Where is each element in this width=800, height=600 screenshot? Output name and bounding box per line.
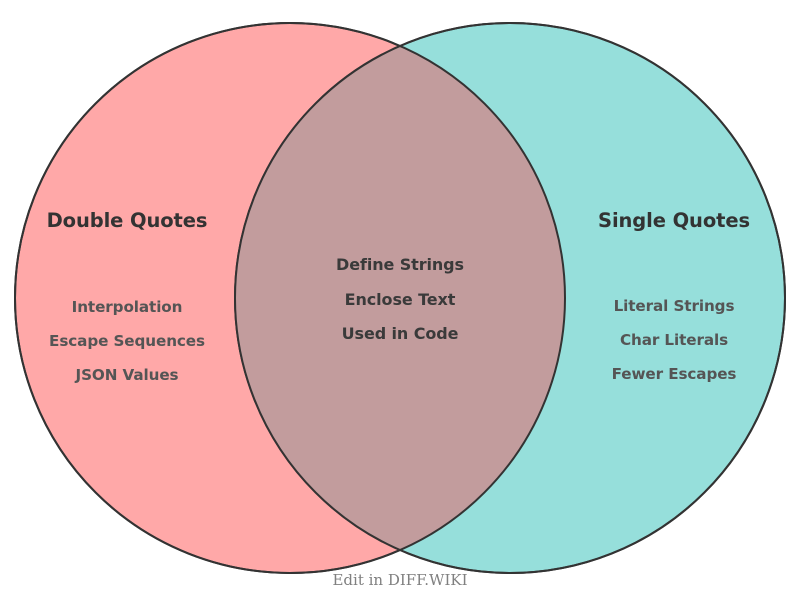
- edit-link[interactable]: Edit in DIFF.WIKI: [332, 571, 468, 589]
- right-set-group: Single Quotes Literal Strings Char Liter…: [548, 211, 800, 391]
- list-item: Fewer Escapes: [611, 364, 737, 383]
- list-item: Enclose Text: [344, 289, 456, 309]
- list-item: Interpolation: [71, 297, 183, 316]
- list-item: Used in Code: [341, 324, 459, 343]
- list-item: Define Strings: [336, 255, 464, 274]
- left-set-group: Double Quotes Interpolation Escape Seque…: [0, 211, 254, 392]
- left-set-outline: [14, 22, 566, 574]
- intersection-item-list: Define Strings Enclose Text Used in Code: [290, 248, 510, 352]
- list-item: JSON Values: [75, 365, 179, 384]
- list-item: Literal Strings: [613, 296, 735, 315]
- intersection-region[interactable]: [235, 23, 785, 573]
- right-set-item-list: Literal Strings Char Literals Fewer Esca…: [548, 289, 800, 391]
- intersection-group: Define Strings Enclose Text Used in Code: [290, 248, 510, 352]
- right-set-outline: [234, 22, 786, 574]
- left-set-title: Double Quotes: [46, 209, 208, 232]
- list-item: Char Literals: [619, 330, 729, 349]
- right-set-title: Single Quotes: [598, 209, 750, 232]
- list-item: Escape Sequences: [49, 331, 205, 350]
- left-set-item-list: Interpolation Escape Sequences JSON Valu…: [0, 290, 254, 392]
